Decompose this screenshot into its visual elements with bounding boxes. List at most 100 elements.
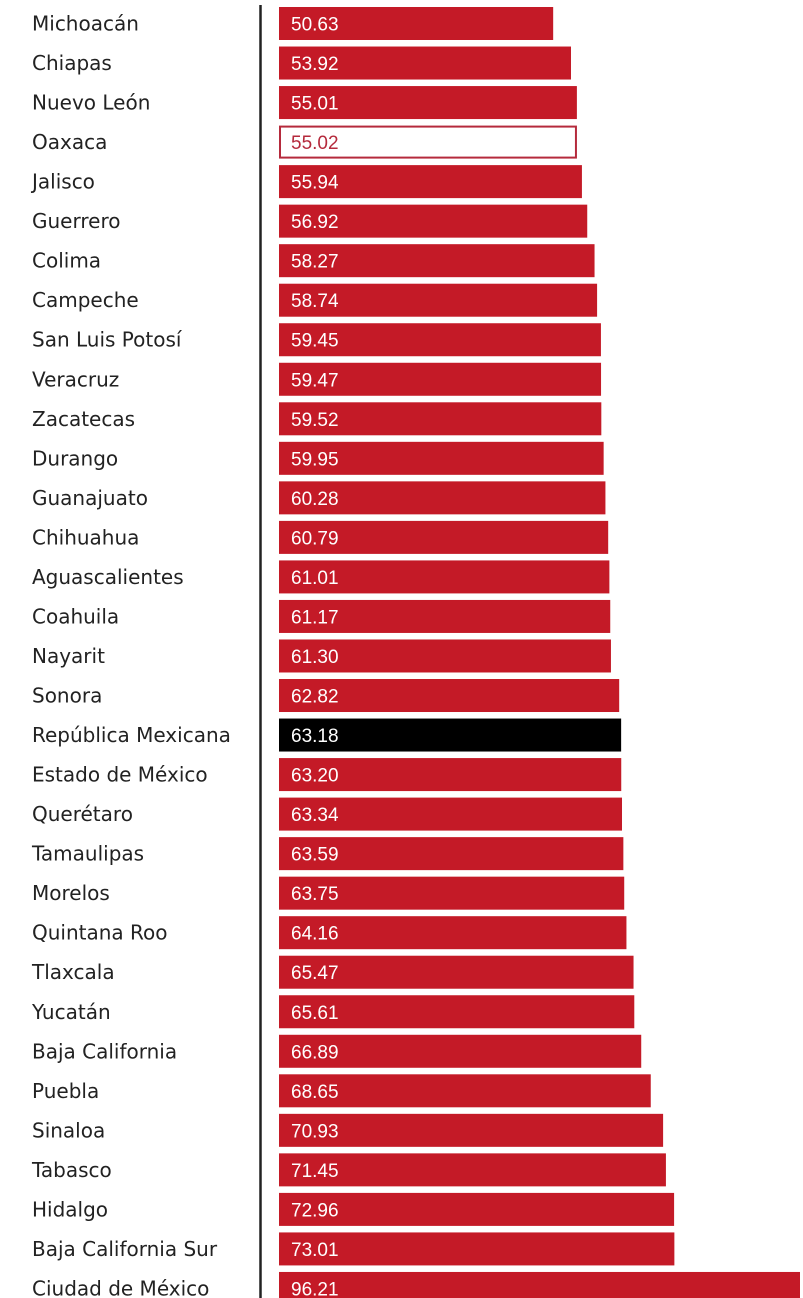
value-label-jalisco: 55.94 xyxy=(291,173,339,194)
bar-chihuahua xyxy=(279,520,609,554)
value-label-baja-california-sur: 73.01 xyxy=(291,1240,339,1261)
bar-tlaxcala xyxy=(279,955,634,989)
bar-chiapas xyxy=(279,46,571,80)
value-label-sonora: 62.82 xyxy=(291,687,339,708)
category-label-chiapas: Chiapas xyxy=(32,51,112,75)
category-label-estado-de-mexico: Estado de México xyxy=(32,763,208,787)
value-label-zacatecas: 59.52 xyxy=(291,410,339,431)
category-label-san-luis-potosi: San Luis Potosí xyxy=(32,328,183,352)
category-label-quintana-roo: Quintana Roo xyxy=(32,921,168,945)
value-label-coahuila: 61.17 xyxy=(291,607,339,628)
value-label-sinaloa: 70.93 xyxy=(291,1121,339,1142)
value-label-campeche: 58.74 xyxy=(291,291,339,312)
value-label-quintana-roo: 64.16 xyxy=(291,924,339,945)
category-label-sinaloa: Sinaloa xyxy=(32,1118,105,1142)
category-label-durango: Durango xyxy=(32,446,118,470)
bar-yucatan xyxy=(279,995,635,1029)
bar-san-luis-potosi xyxy=(279,323,601,357)
category-label-hidalgo: Hidalgo xyxy=(32,1197,108,1221)
bar-zacatecas xyxy=(279,402,602,436)
bar-morelos xyxy=(279,876,625,910)
bar-sonora xyxy=(279,679,620,713)
category-label-nuevo-leon: Nuevo León xyxy=(32,91,150,115)
value-label-guanajuato: 60.28 xyxy=(291,489,339,510)
bar-nayarit xyxy=(279,639,611,673)
category-label-coahuila: Coahuila xyxy=(32,604,119,628)
category-label-morelos: Morelos xyxy=(32,881,110,905)
value-label-nuevo-leon: 55.01 xyxy=(291,94,339,115)
category-label-jalisco: Jalisco xyxy=(30,170,95,194)
value-label-baja-california: 66.89 xyxy=(291,1042,339,1063)
bar-veracruz xyxy=(279,362,602,396)
bar-nuevo-leon xyxy=(279,86,577,120)
category-label-baja-california: Baja California xyxy=(32,1039,177,1063)
bar-guanajuato xyxy=(279,481,606,515)
category-label-tamaulipas: Tamaulipas xyxy=(31,842,144,866)
bar-campeche xyxy=(279,283,598,317)
category-label-sonora: Sonora xyxy=(32,684,102,708)
category-labels: Michoacán Chiapas Nuevo León Oaxaca Jalisco G… xyxy=(30,12,231,1298)
category-label-zacatecas: Zacatecas xyxy=(32,407,135,431)
bar-coahuila xyxy=(279,599,611,633)
value-label-guerrero: 56.92 xyxy=(291,212,339,233)
category-label-ciudad-de-mexico: Ciudad de México xyxy=(32,1276,209,1298)
value-label-michoacan: 50.63 xyxy=(291,15,339,36)
category-label-baja-california-sur: Baja California Sur xyxy=(32,1237,218,1261)
bar-guerrero xyxy=(279,204,588,238)
category-label-tabasco: Tabasco xyxy=(31,1158,112,1182)
category-label-tlaxcala: Tlaxcala xyxy=(31,960,115,984)
value-label-nayarit: 61.30 xyxy=(291,647,339,668)
value-label-queretaro: 63.34 xyxy=(291,805,339,826)
value-label-hidalgo: 72.96 xyxy=(291,1200,339,1221)
category-label-veracruz: Veracruz xyxy=(32,367,119,391)
value-label-oaxaca: 55.02 xyxy=(291,133,339,154)
category-label-oaxaca: Oaxaca xyxy=(32,130,107,154)
category-label-nayarit: Nayarit xyxy=(32,644,105,668)
bar-sinaloa xyxy=(279,1113,664,1147)
value-label-morelos: 63.75 xyxy=(291,884,339,905)
value-label-durango: 59.95 xyxy=(291,449,339,470)
bar-queretaro xyxy=(279,797,623,831)
value-label-estado-de-mexico: 63.20 xyxy=(291,766,339,787)
bar-puebla xyxy=(279,1074,651,1108)
bar-ciudad-de-mexico xyxy=(279,1271,800,1298)
bar-durango xyxy=(279,441,604,475)
bar-hidalgo xyxy=(279,1192,675,1226)
category-label-puebla: Puebla xyxy=(32,1079,99,1103)
bar-quintana-roo xyxy=(279,916,627,950)
category-label-aguascalientes: Aguascalientes xyxy=(32,565,184,589)
bar-tamaulipas xyxy=(279,837,624,871)
value-label-puebla: 68.65 xyxy=(291,1082,339,1103)
bar-jalisco xyxy=(279,165,582,199)
bars: 50.63 53.92 55.01 55.02 55.94 56.92 58.27 58.74… xyxy=(279,7,800,1298)
category-label-yucatan: Yucatán xyxy=(31,1000,111,1024)
bar-colima xyxy=(279,244,595,278)
bar-baja-california xyxy=(279,1034,642,1068)
value-label-colima: 58.27 xyxy=(291,252,339,273)
bar-oaxaca xyxy=(279,125,577,159)
value-label-tamaulipas: 63.59 xyxy=(291,845,339,866)
category-label-campeche: Campeche xyxy=(32,288,139,312)
value-label-tabasco: 71.45 xyxy=(291,1161,339,1182)
bar-republica-mexicana xyxy=(279,718,622,752)
category-label-michoacan: Michoacán xyxy=(32,12,139,36)
category-label-guerrero: Guerrero xyxy=(32,209,120,233)
bar-tabasco xyxy=(279,1153,666,1187)
category-label-republica-mexicana: República Mexicana xyxy=(32,723,231,747)
value-label-chihuahua: 60.79 xyxy=(291,528,339,549)
bar-michoacan xyxy=(279,7,554,40)
value-label-chiapas: 53.92 xyxy=(291,54,339,75)
value-label-tlaxcala: 65.47 xyxy=(291,963,339,984)
category-label-chihuahua: Chihuahua xyxy=(32,525,139,549)
bar-aguascalientes xyxy=(279,560,610,594)
category-label-guanajuato: Guanajuato xyxy=(32,486,148,510)
value-label-republica-mexicana: 63.18 xyxy=(291,726,339,747)
value-label-veracruz: 59.47 xyxy=(291,370,339,391)
category-label-queretaro: Querétaro xyxy=(32,802,133,826)
value-label-ciudad-de-mexico: 96.21 xyxy=(291,1279,339,1298)
category-label-colima: Colima xyxy=(32,249,101,273)
bar-baja-california-sur xyxy=(279,1232,675,1266)
bar-estado-de-mexico xyxy=(279,758,622,792)
